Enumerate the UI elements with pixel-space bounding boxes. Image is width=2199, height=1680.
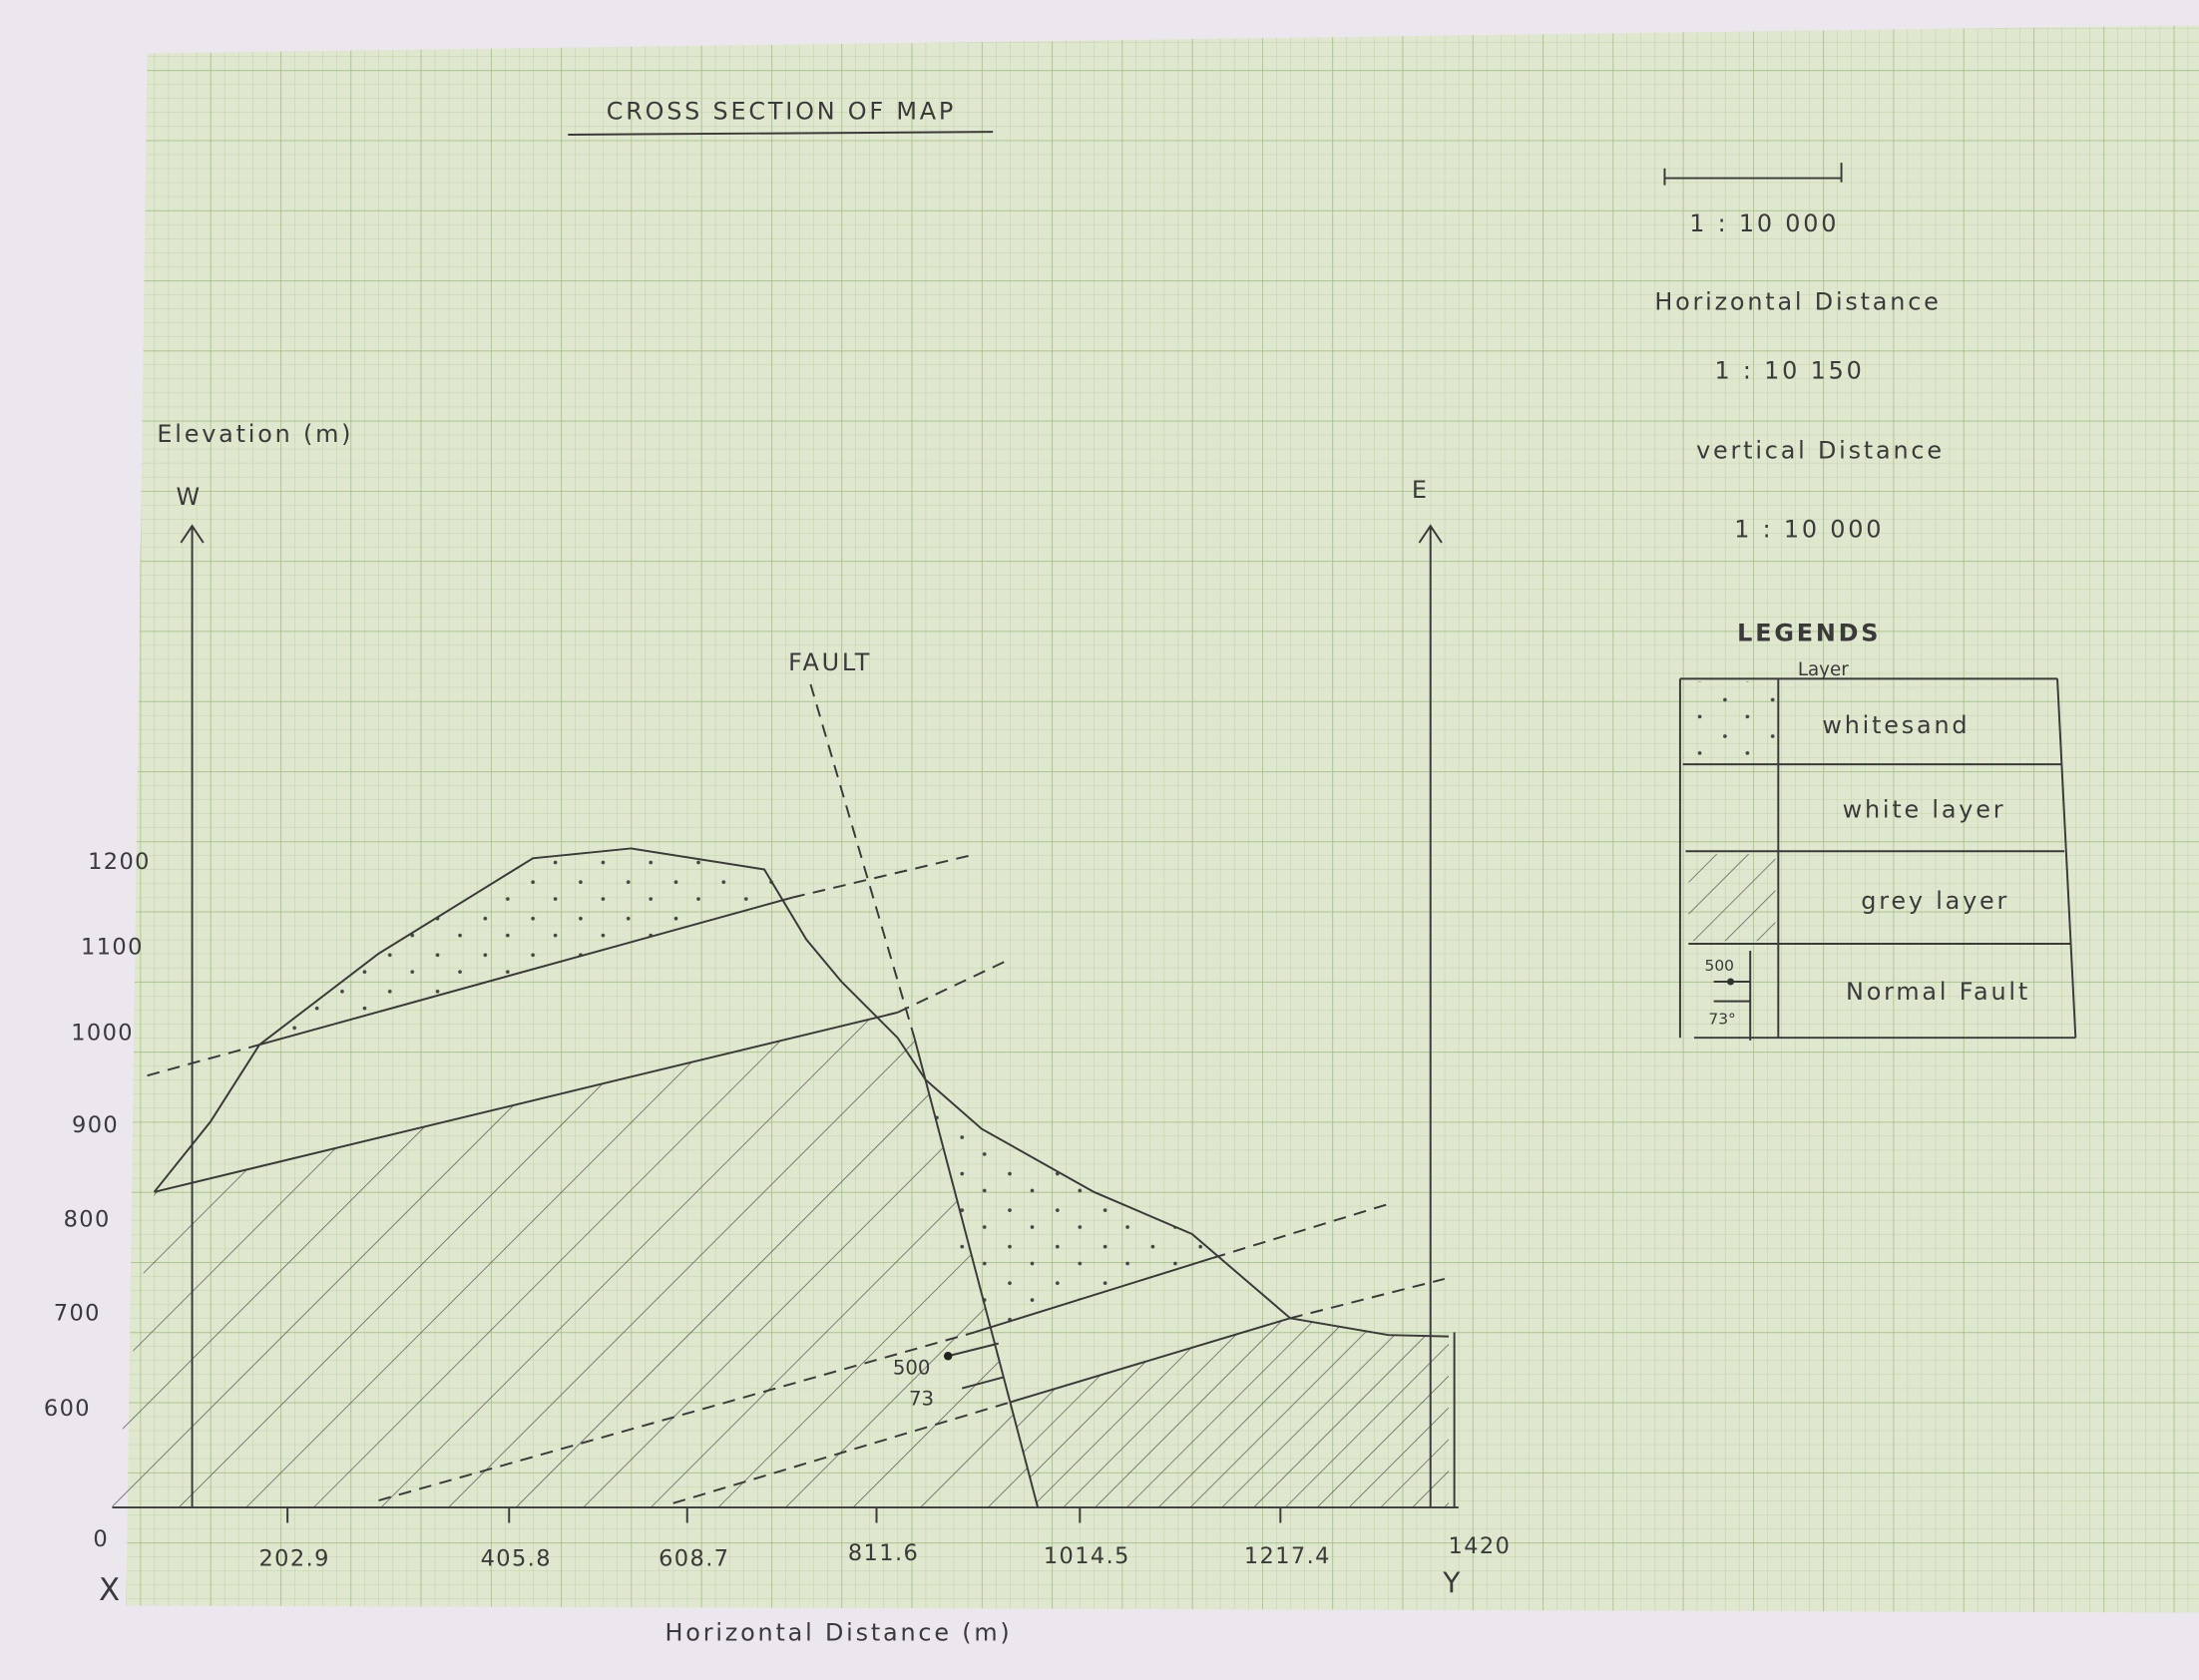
x-end: Y — [1442, 1566, 1461, 1599]
legend-row: grey layer — [1861, 887, 2009, 915]
horizontal-label: Horizontal Distance — [1654, 288, 1941, 316]
tick-labels: 1200 1100 1000 900 800 700 600 0 202.9 405.8 608.7… — [44, 849, 1512, 1572]
x-start: X — [99, 1572, 120, 1608]
x-tick-label: 608.7 — [659, 1546, 729, 1572]
y-tick-label: 1000 — [71, 1020, 134, 1046]
fault-mark-dot — [943, 1352, 953, 1361]
legend-swatch-grey — [1688, 854, 1776, 942]
bed-boundary — [258, 896, 793, 1047]
vertical-ratio: 1 : 10 000 — [1734, 515, 1884, 543]
x-tick-label: 1420 — [1449, 1533, 1512, 1559]
projected-bed — [672, 1401, 1011, 1504]
legend: LEGENDS Layer whitesand white layer grey… — [1678, 619, 2077, 1042]
y-tick-label: 700 — [54, 1301, 101, 1327]
legend-row: white layer — [1843, 795, 2006, 823]
scale-block: 1 : 10 000 Horizontal Distance 1 : 10 15… — [1654, 163, 1945, 543]
x-tick-label: 0 — [93, 1526, 109, 1552]
topographic-profile — [153, 847, 1450, 1338]
y-tick-label: 600 — [44, 1396, 91, 1422]
x-tick-label: 1217.4 — [1244, 1543, 1331, 1569]
y-axis-label: Elevation (m) — [157, 420, 353, 448]
grey-layer-west — [112, 1012, 1039, 1508]
geology: FAULT 500 73 — [112, 648, 1450, 1508]
legend-fault-strike: 500 — [1705, 957, 1735, 975]
fault-projection — [809, 683, 916, 1039]
x-tick-label: 405.8 — [481, 1546, 552, 1572]
y-tick-label: 1200 — [88, 849, 151, 875]
whitesand-east — [925, 1079, 1213, 1333]
legend-swatch-whitesand — [1682, 681, 1776, 763]
legend-fault-dip: 73° — [1708, 1010, 1735, 1028]
y-tick-label: 800 — [64, 1206, 111, 1232]
vertical-label: vertical Distance — [1696, 437, 1945, 465]
x-axis-label: Horizontal Distance (m) — [665, 1619, 1013, 1647]
x-tick-label: 202.9 — [258, 1546, 329, 1572]
x-tick-label: 811.6 — [848, 1540, 919, 1566]
legend-column: Layer — [1798, 659, 1849, 680]
bed-boundary — [1009, 1317, 1291, 1404]
fault-mark-symbol — [947, 1342, 1005, 1390]
y-tick-label: 1100 — [81, 935, 144, 961]
projected-bed — [1289, 1278, 1446, 1320]
scale-bar — [1663, 163, 1843, 186]
legend-table — [1678, 677, 2077, 1040]
horizontal-ratio: 1 : 10 150 — [1715, 357, 1865, 385]
legend-fault-dot — [1727, 978, 1735, 986]
direction-east: E — [1412, 476, 1430, 504]
direction-west: W — [177, 483, 203, 511]
axes: Elevation (m) W E X Y Horizontal Distanc… — [99, 420, 1461, 1647]
fault-line — [913, 1037, 1040, 1508]
bed-boundary — [154, 1011, 898, 1193]
projected-bed — [791, 854, 971, 899]
legend-row: Normal Fault — [1846, 978, 2030, 1006]
projected-bed — [378, 1331, 976, 1501]
title: CROSS SECTION OF MAP — [607, 97, 956, 125]
axis-lines — [112, 524, 1459, 1509]
whitesand-west — [259, 848, 793, 1046]
grey-layer-east — [1010, 1318, 1449, 1508]
fault-mark-dip: 73 — [909, 1387, 934, 1410]
legend-title: LEGENDS — [1737, 619, 1881, 646]
x-tick-label: 1014.5 — [1044, 1543, 1130, 1569]
projected-bed — [1212, 1202, 1392, 1259]
y-tick-label: 900 — [72, 1112, 119, 1138]
scale-ratio: 1 : 10 000 — [1689, 210, 1839, 237]
legend-row: whitesand — [1822, 711, 1970, 739]
fault-label: FAULT — [788, 648, 872, 676]
title-underline — [568, 131, 994, 136]
fault-mark-strike: 500 — [893, 1356, 931, 1379]
bed-boundary — [974, 1256, 1214, 1334]
